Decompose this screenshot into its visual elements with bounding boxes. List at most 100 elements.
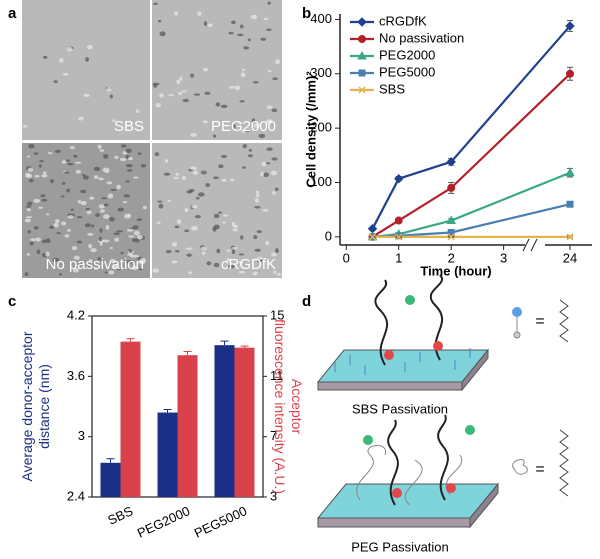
cell <box>26 253 31 256</box>
cell <box>184 207 189 213</box>
cell <box>137 234 144 240</box>
cell <box>232 124 236 129</box>
cell <box>222 214 229 217</box>
cell <box>87 232 94 236</box>
cell <box>222 221 226 224</box>
cell <box>67 229 72 232</box>
cell <box>78 116 84 121</box>
cell <box>30 238 36 242</box>
cell <box>201 251 206 255</box>
cell <box>221 178 227 182</box>
cell <box>140 163 146 168</box>
micrograph-label: SBS <box>114 118 144 135</box>
cell <box>45 213 50 216</box>
bar <box>100 462 121 497</box>
cell <box>188 271 193 275</box>
cell <box>67 215 74 219</box>
marker <box>358 69 366 77</box>
cell <box>38 164 42 168</box>
cell <box>228 85 236 89</box>
x-tick-label: PEG2000 <box>135 503 192 540</box>
cell <box>200 170 207 175</box>
cell <box>197 11 202 16</box>
bar <box>177 355 198 497</box>
cell <box>70 145 75 150</box>
cell <box>240 72 246 78</box>
cell <box>231 246 238 250</box>
y2-tick-label: 11 <box>270 368 284 383</box>
sbs-diagram <box>316 274 569 529</box>
cell <box>254 206 261 209</box>
cell <box>262 172 269 177</box>
cell <box>106 86 112 92</box>
cell <box>110 188 117 191</box>
line <box>371 25 571 230</box>
cell <box>167 94 175 97</box>
cell <box>179 76 183 81</box>
cell <box>218 164 224 169</box>
cell <box>106 181 113 185</box>
cell <box>213 262 220 268</box>
cell <box>271 108 278 113</box>
cell <box>76 216 83 219</box>
cell <box>126 169 133 172</box>
cell <box>230 178 235 182</box>
cell <box>247 154 254 158</box>
cell <box>206 261 212 266</box>
cell <box>186 253 192 257</box>
cell <box>216 248 221 254</box>
cell <box>165 249 172 254</box>
cell <box>67 162 74 166</box>
cell <box>260 37 267 41</box>
cell <box>263 17 269 20</box>
cell <box>98 236 103 242</box>
cell <box>254 248 261 252</box>
cell <box>71 246 78 251</box>
y-axis-label: Cell density (/mm)² <box>303 71 318 188</box>
marker <box>566 69 574 78</box>
cell <box>195 196 200 200</box>
cell <box>52 257 60 262</box>
error-bar <box>183 350 192 356</box>
cell <box>88 259 93 262</box>
cell <box>59 58 64 63</box>
cell <box>27 173 33 178</box>
cell <box>228 31 234 35</box>
cell <box>133 254 140 258</box>
cell <box>174 250 180 253</box>
marker <box>358 86 366 94</box>
cell <box>256 230 263 234</box>
cell <box>265 240 269 246</box>
cell <box>217 211 222 214</box>
x-axis-label: Time (hour) <box>420 263 491 278</box>
error-bar <box>106 458 115 463</box>
cell <box>86 210 92 215</box>
bar <box>157 412 178 497</box>
cell <box>60 221 67 226</box>
y-tick-label: 2.4 <box>67 488 85 503</box>
cell <box>38 206 44 209</box>
cell <box>95 213 100 217</box>
cell <box>184 229 190 233</box>
cell <box>176 219 182 225</box>
y-tick-label: 3.6 <box>67 368 85 383</box>
cell <box>35 237 42 242</box>
panel-label: d <box>302 293 311 310</box>
cell <box>99 228 103 233</box>
cell <box>122 200 127 204</box>
cell <box>241 129 247 133</box>
cell <box>266 119 273 124</box>
cell <box>103 203 109 207</box>
cell <box>109 246 113 250</box>
marker <box>394 216 403 225</box>
cell <box>139 260 146 265</box>
marker <box>367 223 378 234</box>
cell <box>93 267 99 270</box>
cell <box>159 93 164 98</box>
cell <box>176 79 181 85</box>
marker <box>447 183 456 192</box>
cell <box>132 225 139 230</box>
cell <box>98 204 105 209</box>
cell <box>113 264 118 270</box>
marker <box>566 233 574 241</box>
